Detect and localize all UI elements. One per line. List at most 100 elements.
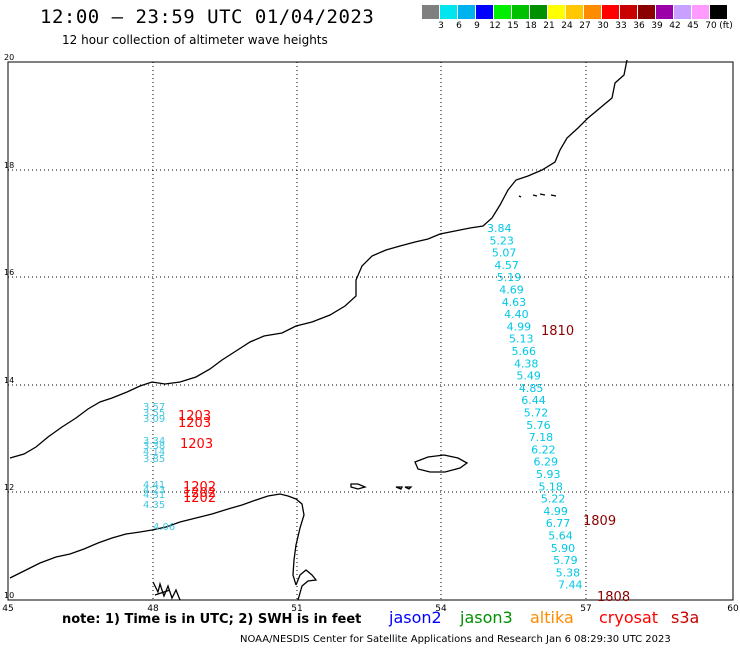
legend-swatch — [584, 5, 601, 19]
legend-swatch — [494, 5, 511, 19]
legend-swatch — [620, 5, 637, 19]
ras-hafun-outline — [295, 569, 318, 601]
latitude-label: 20 — [4, 53, 14, 62]
legend-swatch — [422, 5, 439, 19]
african-coastline — [9, 493, 305, 586]
satellite-name: jason3 — [460, 608, 513, 627]
pass-time-label: 1203 — [178, 416, 211, 431]
legend-label: 70 — [705, 21, 717, 31]
legend-label: 12 — [489, 21, 501, 31]
legend-swatch — [512, 5, 529, 19]
latitude-label: 16 — [4, 268, 14, 277]
legend-swatch — [458, 5, 475, 19]
wave-height-value: 4.38 — [514, 357, 539, 370]
legend-swatch — [692, 5, 709, 19]
wave-height-value: 4.63 — [502, 296, 527, 309]
wave-height-value: 4.99 — [507, 320, 531, 333]
longitude-label: 60 — [727, 604, 739, 614]
wave-height-value: 6.29 — [534, 456, 559, 469]
pass-time-label: 1203 — [178, 409, 211, 424]
legend-label: 42 — [669, 21, 681, 31]
wave-height-value: 3.57 — [143, 402, 165, 413]
wave-height-value: 4.23 — [143, 485, 165, 496]
satellite-name: jason2 — [389, 608, 442, 627]
latitude-label: 10 — [4, 591, 14, 600]
pass-time-label: 1202 — [183, 480, 216, 495]
wave-height-value: 5.23 — [489, 234, 514, 247]
satellite-name: altika — [530, 608, 574, 627]
wave-height-value: 5.18 — [538, 480, 563, 493]
wave-height-value: 5.79 — [553, 554, 578, 567]
track-annotations: 3.845.235.074.575.194.694.634.404.995.13… — [143, 222, 630, 605]
wave-height-value: 5.64 — [548, 530, 573, 543]
wave-height-value: 4.41 — [143, 480, 165, 491]
legend-swatch — [440, 5, 457, 19]
wave-height-value: 4.57 — [494, 259, 518, 272]
pass-time-label: 1203 — [180, 437, 213, 452]
pass-time-label: 1808 — [597, 590, 630, 605]
legend-label: 45 — [687, 21, 699, 31]
wave-height-value: 5.93 — [536, 468, 561, 481]
pass-time-label: 1810 — [541, 324, 574, 339]
longitude-label: 45 — [2, 604, 13, 614]
coastline — [9, 59, 628, 601]
legend-label: 3 — [438, 21, 444, 31]
longitude-label: 48 — [147, 604, 159, 614]
legend-swatch — [548, 5, 565, 19]
wave-height-value: 3.84 — [487, 222, 512, 235]
wave-height-value: 4.85 — [519, 382, 544, 395]
kuria-muria-islands — [518, 193, 557, 198]
legend-swatch — [602, 5, 619, 19]
wave-height-value: 4.35 — [143, 500, 165, 511]
wave-height-value: 4.99 — [543, 505, 568, 518]
wave-height-value: 5.76 — [526, 419, 551, 432]
credit-line: NOAA/NESDIS Center for Satellite Applica… — [240, 634, 671, 645]
pass-time-label: 1809 — [583, 514, 616, 529]
samhah-island — [395, 486, 404, 490]
wave-height-value: 5.19 — [497, 271, 522, 284]
latitude-label: 12 — [4, 483, 14, 492]
wave-height-value: 5.66 — [512, 345, 537, 358]
wave-height-value: 6.22 — [531, 443, 556, 456]
wave-height-value: 5.07 — [492, 247, 517, 260]
legend-swatch — [656, 5, 673, 19]
satellite-name: s3a — [671, 608, 700, 627]
legend-swatch — [674, 5, 691, 19]
pass-time-label: 1202 — [183, 486, 216, 501]
legend-label: 18 — [525, 21, 537, 31]
wave-height-value: 3.85 — [143, 454, 165, 465]
wave-height-value: 5.90 — [551, 542, 576, 555]
map-title: 12:00 – 23:59 UTC 01/04/2023 — [40, 6, 375, 28]
abd-al-kuri-island — [350, 483, 367, 490]
wave-height-value: 4.40 — [504, 308, 529, 321]
longitude-label: 57 — [580, 604, 591, 614]
graticule-grid: 45 48 51 54 57 60 10 12 14 16 18 20 — [2, 53, 739, 614]
legend-swatch — [638, 5, 655, 19]
legend-label: 36 — [633, 21, 645, 31]
wave-height-value: 3.38 — [143, 441, 165, 452]
legend-label: 33 — [615, 21, 627, 31]
legend-swatch — [566, 5, 583, 19]
wave-height-value: 6.77 — [546, 517, 571, 530]
legend-label: 24 — [561, 21, 573, 31]
legend-label: 39 — [651, 21, 663, 31]
legend-label: 15 — [507, 21, 519, 31]
legend-label: 21 — [543, 21, 555, 31]
longitude-label: 51 — [291, 604, 302, 614]
latitude-label: 18 — [4, 161, 14, 170]
wave-height-value: 4.31 — [143, 490, 165, 501]
footer-note: note: 1) Time is in UTC; 2) SWH is in fe… — [62, 612, 362, 627]
arabian-coastline — [9, 59, 628, 459]
legend-label: 27 — [579, 21, 591, 31]
legend-swatch — [710, 5, 727, 19]
wave-height-value: 6.44 — [521, 394, 546, 407]
wave-height-value: 7.44 — [558, 579, 583, 592]
legend-unit: (ft) — [719, 21, 733, 31]
wave-height-value: 4.14 — [143, 447, 165, 458]
wave-height-value: 4.69 — [499, 284, 524, 297]
map-frame — [7, 61, 734, 601]
wave-height-value: 5.49 — [516, 370, 541, 383]
wave-height-value: 5.22 — [541, 493, 566, 506]
legend-label: 6 — [456, 21, 462, 31]
